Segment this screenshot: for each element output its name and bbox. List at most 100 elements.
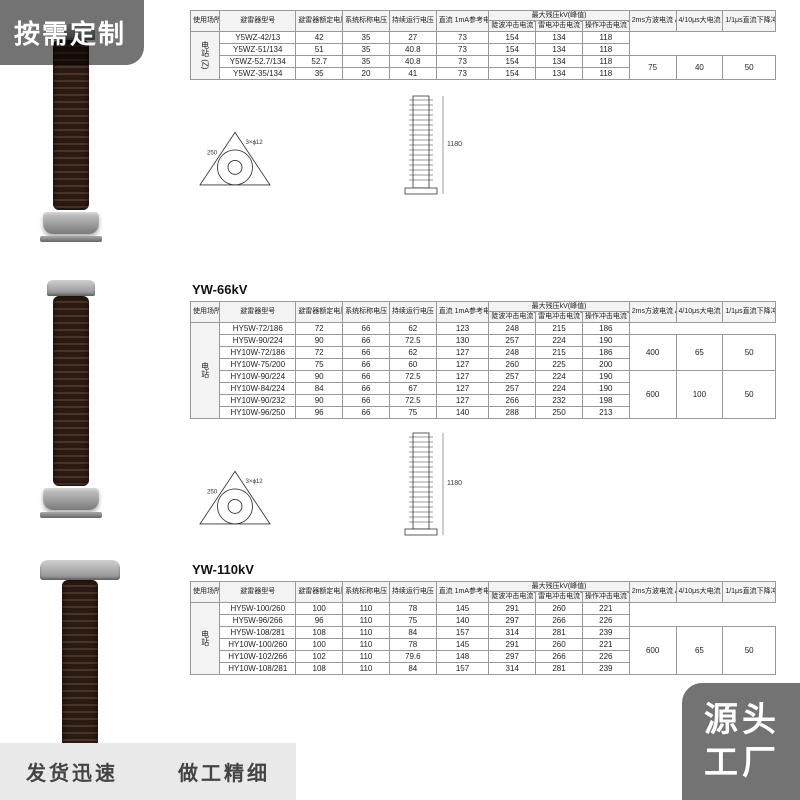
table-cell: 148 bbox=[436, 650, 489, 662]
col-header: 操作冲击电流下 bbox=[582, 592, 629, 602]
table-cell: 127 bbox=[436, 346, 489, 358]
table-cell: 257 bbox=[489, 382, 536, 394]
dim-height: 1180 bbox=[447, 480, 462, 487]
table-cell: HY5W-90/224 bbox=[220, 334, 296, 346]
table-cell: 27 bbox=[389, 31, 436, 43]
table-cell: 51 bbox=[296, 43, 343, 55]
table-cell: 110 bbox=[343, 638, 390, 650]
table-cell: 66 bbox=[343, 334, 390, 346]
table-cell: HY10W-100/260 bbox=[220, 638, 296, 650]
table-cell: 291 bbox=[489, 602, 536, 614]
table-cell: 297 bbox=[489, 650, 536, 662]
col-header: 1/1μs直流下降冲击电流 kA bbox=[723, 582, 776, 603]
table-cell: HY5W-72/186 bbox=[220, 322, 296, 334]
arrester-base bbox=[43, 488, 99, 510]
table-cell: 257 bbox=[489, 334, 536, 346]
table-cell: HY10W-90/232 bbox=[220, 394, 296, 406]
spec-table-2: 使用场所避雷器型号避雷器额定电压 kV (有效值)系统标称电压 kV (有效值)… bbox=[190, 301, 776, 419]
badge-customize-text: 按需定制 bbox=[14, 19, 126, 49]
row-group-label: 电站 bbox=[191, 602, 220, 674]
col-header: 陡波冲击电流下 bbox=[489, 592, 536, 602]
table-cell: 100 bbox=[296, 638, 343, 650]
row-group-label: 电站 bbox=[191, 322, 220, 418]
badge-factory: 源头 工厂 bbox=[682, 683, 800, 800]
table-cell: 100 bbox=[296, 602, 343, 614]
arrester-base bbox=[43, 212, 99, 234]
table-cell: 291 bbox=[489, 638, 536, 650]
table-cell: 75 bbox=[629, 55, 676, 79]
col-header: 4/10μs大电流 kA bbox=[676, 11, 723, 32]
table-cell: 84 bbox=[389, 662, 436, 674]
col-header: 持续运行电压 kV (有效值) bbox=[389, 582, 436, 603]
table-cell: 60 bbox=[389, 358, 436, 370]
table-cell: 239 bbox=[582, 662, 629, 674]
table-cell: 78 bbox=[389, 638, 436, 650]
table-cell: Y5WZ-35/134 bbox=[220, 67, 296, 79]
table-cell: 108 bbox=[296, 662, 343, 674]
table-cell: 190 bbox=[582, 334, 629, 346]
col-header: 系统标称电压 kV (有效值) bbox=[343, 302, 390, 323]
drawing-base-view: 250 3×ϕ12 bbox=[190, 128, 280, 198]
table-cell: 190 bbox=[582, 382, 629, 394]
table-cell: 75 bbox=[389, 614, 436, 626]
col-header: 避雷器型号 bbox=[220, 302, 296, 323]
table-cell: 200 bbox=[582, 358, 629, 370]
table-cell: 65 bbox=[676, 626, 723, 674]
table-cell: 84 bbox=[296, 382, 343, 394]
table-cell: 110 bbox=[343, 602, 390, 614]
table-cell: 224 bbox=[536, 382, 583, 394]
table-cell: 221 bbox=[582, 602, 629, 614]
table-cell: 40.8 bbox=[389, 43, 436, 55]
table-cell: 123 bbox=[436, 322, 489, 334]
table-cell: 134 bbox=[536, 55, 583, 67]
table-cell: 297 bbox=[489, 614, 536, 626]
col-header: 避雷器型号 bbox=[220, 11, 296, 32]
col-header: 陡波冲击电流下 bbox=[489, 21, 536, 31]
table-cell: 65 bbox=[676, 334, 723, 370]
table-cell: 266 bbox=[536, 614, 583, 626]
table-cell: 100 bbox=[676, 370, 723, 418]
table-cell: 96 bbox=[296, 614, 343, 626]
bottom-feature-strip: 发货迅速 做工精细 bbox=[0, 743, 296, 800]
table-cell: 72 bbox=[296, 346, 343, 358]
col-header: 陡波冲击电流下 bbox=[489, 312, 536, 322]
table-cell: 20 bbox=[343, 67, 390, 79]
arrester-body bbox=[53, 40, 89, 210]
table-cell: 50 bbox=[723, 334, 776, 370]
table-cell: Y5WZ-52.7/134 bbox=[220, 55, 296, 67]
table-cell: Y5WZ-51/134 bbox=[220, 43, 296, 55]
table-cell: 110 bbox=[343, 650, 390, 662]
col-header: 避雷器额定电压 kV (有效值) bbox=[296, 11, 343, 32]
table-cell: 66 bbox=[343, 406, 390, 418]
table-cell: 79.6 bbox=[389, 650, 436, 662]
table-cell: 213 bbox=[582, 406, 629, 418]
table-cell: 260 bbox=[536, 602, 583, 614]
table-cell: 118 bbox=[582, 55, 629, 67]
table-cell: 260 bbox=[536, 638, 583, 650]
col-header: 持续运行电压 kV (有效值) bbox=[389, 11, 436, 32]
table-row: 电站 (Z)Y5WZ-42/1342352773154134118 bbox=[191, 31, 776, 43]
table-row: 电站HY5W-100/26010011078145291260221 bbox=[191, 602, 776, 614]
col-header: 系统标称电压 kV (有效值) bbox=[343, 582, 390, 603]
page-root: 按需定制 源头 工厂 发货迅速 做工精细 使用场所避雷器型号避雷器额定电压 kV… bbox=[0, 0, 800, 800]
arrester-body bbox=[53, 296, 89, 486]
table-cell: 110 bbox=[343, 626, 390, 638]
table-row: HY5W-96/2669611075140297266226 bbox=[191, 614, 776, 626]
table-cell: 248 bbox=[489, 322, 536, 334]
dim-base-b: 3×ϕ12 bbox=[246, 138, 264, 145]
product-image-3 bbox=[40, 560, 120, 774]
table-cell: 72 bbox=[296, 322, 343, 334]
col-header: 雷电冲击电流下 bbox=[536, 21, 583, 31]
spec-block-2: YW-66kV 使用场所避雷器型号避雷器额定电压 kV (有效值)系统标称电压 … bbox=[190, 280, 776, 537]
table-cell: 66 bbox=[343, 382, 390, 394]
table-cell: 50 bbox=[723, 626, 776, 674]
table-cell: 127 bbox=[436, 394, 489, 406]
table-cell: HY10W-75/200 bbox=[220, 358, 296, 370]
table-cell: 154 bbox=[489, 55, 536, 67]
col-group-maxres: 最大残压kV(峰值) bbox=[489, 302, 629, 312]
table-cell: 186 bbox=[582, 346, 629, 358]
col-header: 直流 1mA参考电压 kV不小于 bbox=[436, 582, 489, 603]
arrester-flange bbox=[40, 512, 102, 518]
col-header: 2ms方波电流 A bbox=[629, 302, 676, 323]
table-cell: 266 bbox=[489, 394, 536, 406]
